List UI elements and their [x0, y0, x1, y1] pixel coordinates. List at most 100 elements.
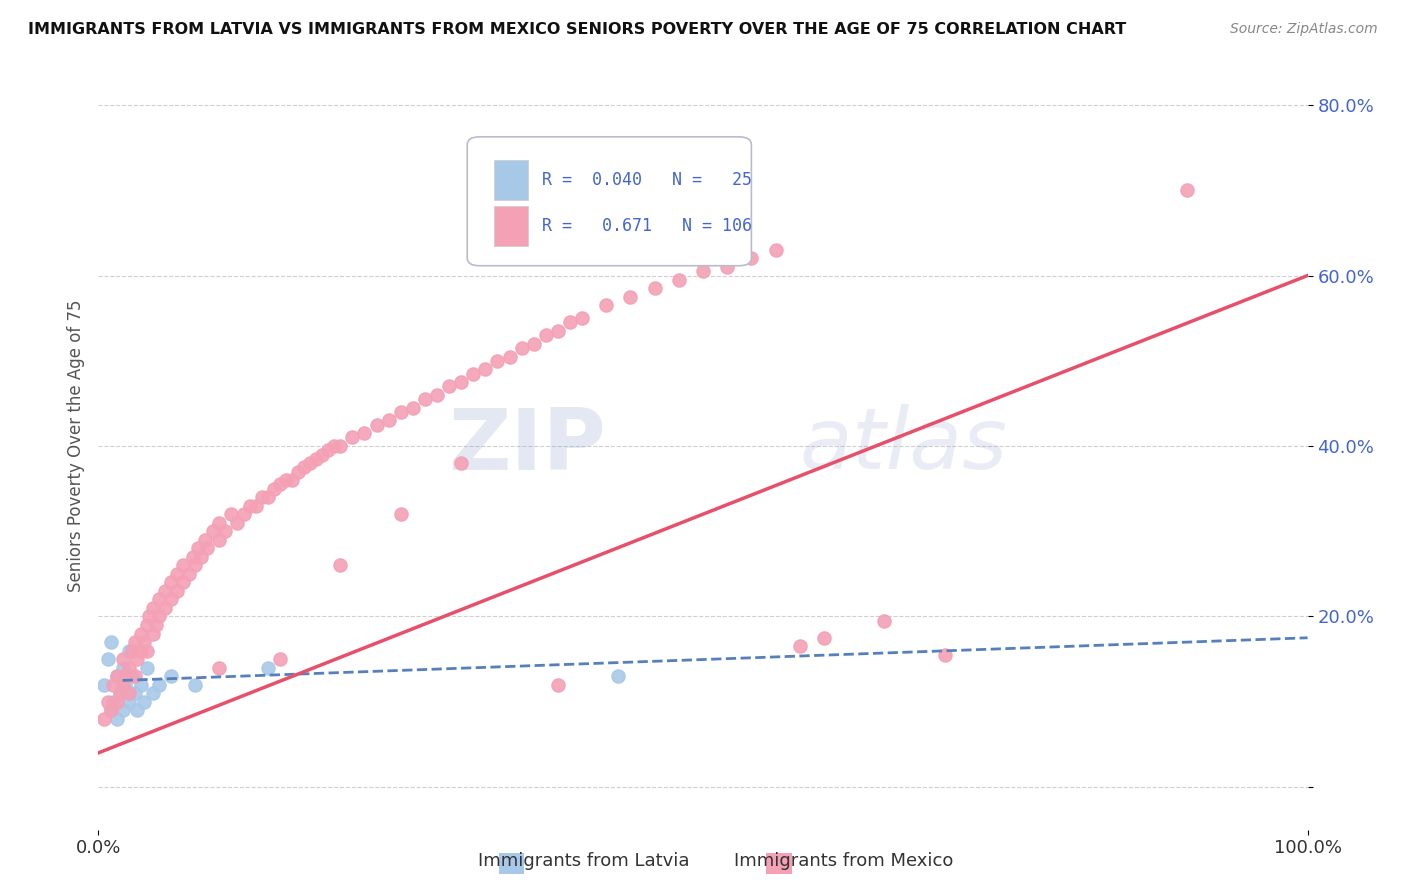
Point: [93, 678, 115, 692]
Point: [184, 678, 207, 692]
Text: Immigrants from Mexico: Immigrants from Mexico: [734, 852, 953, 870]
Point: [571, 311, 593, 326]
Point: [450, 456, 472, 470]
Point: [121, 643, 143, 657]
Point: [105, 695, 128, 709]
Point: [135, 618, 157, 632]
Point: [269, 652, 291, 666]
Point: [148, 609, 170, 624]
Point: [166, 583, 188, 598]
Point: [256, 660, 278, 674]
Point: [108, 686, 131, 700]
Point: [547, 324, 569, 338]
Point: [226, 516, 249, 530]
Point: [534, 328, 557, 343]
Point: [124, 635, 146, 649]
Point: [1175, 183, 1198, 197]
Point: [263, 482, 285, 496]
Point: [111, 703, 134, 717]
Point: [631, 200, 654, 214]
Point: [100, 703, 122, 717]
Text: atlas: atlas: [800, 404, 1008, 488]
Point: [389, 507, 412, 521]
Point: [129, 643, 152, 657]
Point: [118, 686, 141, 700]
Point: [692, 264, 714, 278]
FancyBboxPatch shape: [494, 206, 527, 246]
Point: [134, 695, 156, 709]
Point: [250, 490, 273, 504]
Point: [160, 575, 183, 590]
Point: [287, 465, 309, 479]
Point: [105, 669, 128, 683]
Point: [342, 430, 364, 444]
Point: [619, 290, 641, 304]
Point: [547, 678, 569, 692]
Point: [426, 388, 449, 402]
Point: [813, 631, 835, 645]
Point: [108, 686, 131, 700]
Point: [111, 652, 134, 666]
Point: [716, 209, 738, 223]
Point: [377, 413, 399, 427]
Point: [124, 686, 146, 700]
Point: [179, 566, 201, 581]
Point: [208, 533, 231, 547]
Point: [111, 660, 134, 674]
Point: [644, 281, 666, 295]
Point: [208, 516, 231, 530]
Text: IMMIGRANTS FROM LATVIA VS IMMIGRANTS FROM MEXICO SENIORS POVERTY OVER THE AGE OF: IMMIGRANTS FROM LATVIA VS IMMIGRANTS FRO…: [28, 22, 1126, 37]
Point: [97, 652, 120, 666]
Point: [221, 507, 243, 521]
Point: [153, 601, 176, 615]
Point: [389, 405, 412, 419]
Point: [316, 443, 339, 458]
Point: [118, 660, 141, 674]
Point: [172, 575, 194, 590]
Point: [121, 669, 143, 683]
Text: R =   0.671   N = 106: R = 0.671 N = 106: [543, 217, 752, 235]
Point: [245, 499, 267, 513]
Point: [105, 712, 128, 726]
Point: [311, 448, 333, 462]
Point: [463, 367, 485, 381]
Point: [366, 417, 388, 432]
Point: [329, 439, 352, 453]
Point: [274, 473, 297, 487]
Point: [292, 460, 315, 475]
FancyBboxPatch shape: [494, 160, 527, 200]
Point: [97, 695, 120, 709]
Point: [413, 392, 436, 406]
Point: [148, 678, 170, 692]
Point: [765, 243, 787, 257]
Point: [474, 362, 496, 376]
Point: [111, 678, 134, 692]
Point: [299, 456, 322, 470]
Point: [135, 643, 157, 657]
Point: [118, 643, 141, 657]
Point: [134, 635, 156, 649]
Point: [668, 273, 690, 287]
Point: [353, 426, 375, 441]
Point: [450, 375, 472, 389]
Point: [100, 635, 122, 649]
Point: [402, 401, 425, 415]
Point: [129, 678, 152, 692]
Point: [101, 695, 124, 709]
Point: [195, 541, 218, 556]
Point: [269, 477, 291, 491]
Point: [323, 439, 346, 453]
Point: [510, 341, 533, 355]
Point: [181, 549, 204, 564]
Point: [208, 660, 231, 674]
Point: [160, 592, 183, 607]
Text: Source: ZipAtlas.com: Source: ZipAtlas.com: [1230, 22, 1378, 37]
Point: [114, 669, 136, 683]
Point: [281, 473, 304, 487]
Point: [184, 558, 207, 573]
Point: [607, 669, 630, 683]
Point: [118, 695, 141, 709]
Point: [142, 626, 165, 640]
Point: [329, 558, 352, 573]
Point: [138, 609, 160, 624]
